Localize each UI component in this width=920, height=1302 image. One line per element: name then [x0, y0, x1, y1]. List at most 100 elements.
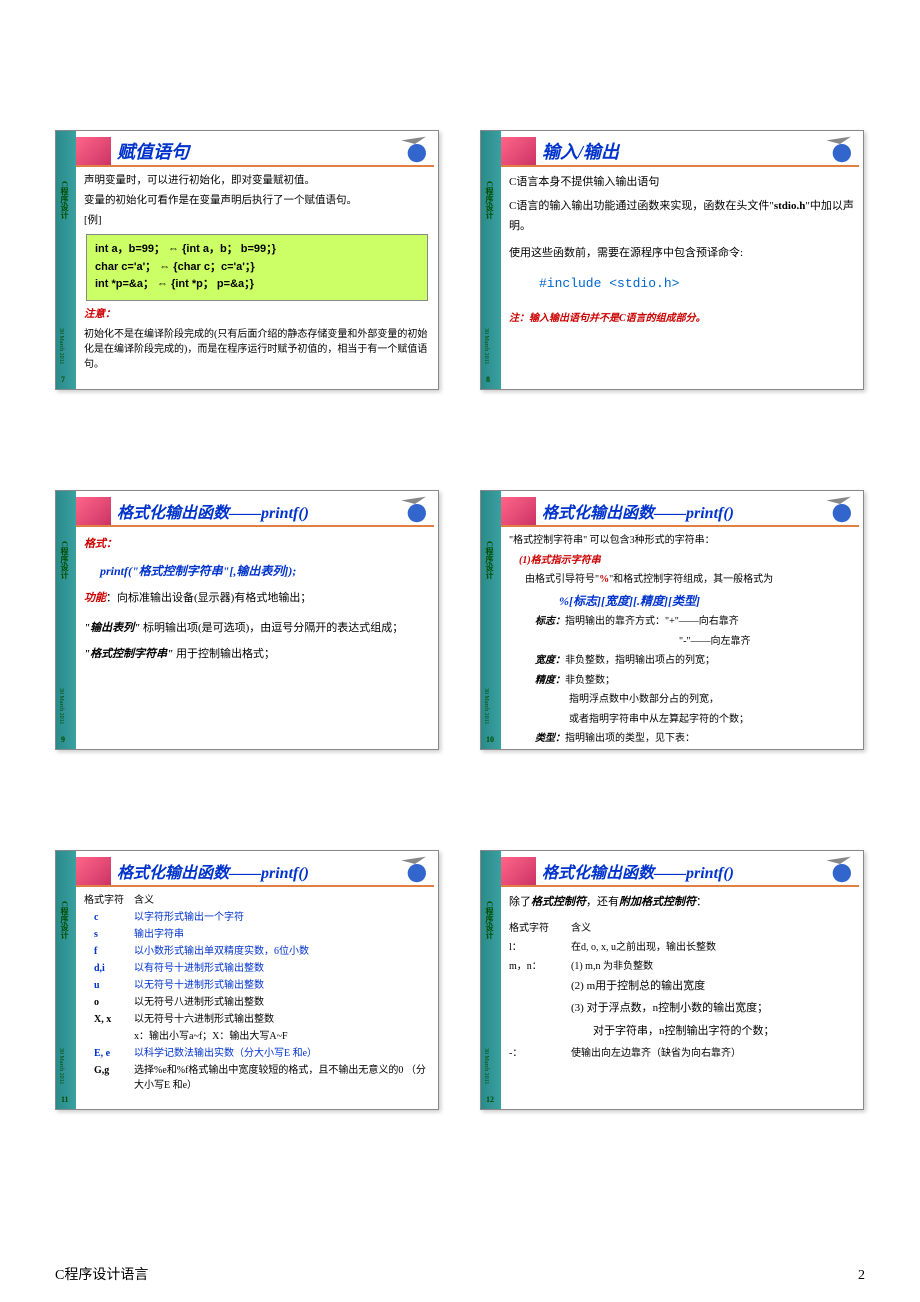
slide-title: 赋值语句 [117, 138, 189, 164]
cell-key: u [84, 978, 134, 993]
sidebar-label: C程序设计 [59, 541, 70, 579]
text-line: "格式控制字符串" 可以包含3种形式的字符串： [509, 533, 855, 549]
note-text: 初始化不是在编译阶段完成的(只有后面介绍的静态存储变量和外部变量的初始化是在编译… [84, 327, 430, 372]
text-line: [例] [84, 213, 430, 229]
sidebar-date: 30 March 2011 [483, 688, 489, 724]
title-underline [76, 165, 434, 167]
title-bar: 格式化输出函数——printf() [76, 855, 309, 887]
sidebar: C程序设计 30 March 2011 11 [56, 851, 76, 1109]
slide-12: C程序设计 30 March 2011 12 格式化输出函数——printf()… [480, 850, 864, 1110]
note-label: 注意： [84, 309, 116, 320]
table-row: X, x以无符号十六进制形式输出整数 [84, 1012, 430, 1027]
cell-key: m，n： [509, 958, 571, 975]
cell-val: 以字符形式输出一个字符 [134, 910, 430, 925]
slide-grid: C程序设计 30 March 2011 7 赋值语句 声明变量时，可以进行初始化… [55, 130, 865, 1110]
sidebar: C程序设计 30 March 2011 9 [56, 491, 76, 749]
title-underline [76, 885, 434, 887]
text-line: 精度：非负整数； [509, 673, 855, 689]
col-header: 含义 [571, 920, 855, 937]
cell-key: X, x [84, 1012, 134, 1027]
table-row: -： 使输出向左边靠齐（缺省为向右靠齐） [509, 1045, 855, 1062]
cell-val: 以无符号十进制形式输出整数 [134, 978, 430, 993]
slide-number: 8 [486, 375, 490, 384]
title-bar: 格式化输出函数——printf() [501, 495, 734, 527]
table-row: s输出字符串 [84, 927, 430, 942]
slide-title: 格式化输出函数——printf() [117, 499, 309, 523]
cell-val: 使输出向左边靠齐（缺省为向右靠齐） [571, 1045, 855, 1062]
table-row: d,i以有符号十进制形式输出整数 [84, 961, 430, 976]
text-line: C语言的输入输出功能通过函数来实现，函数在头文件"stdio.h"中加以声明。 [509, 197, 855, 237]
slide-11: C程序设计 30 March 2011 11 格式化输出函数——printf()… [55, 850, 439, 1110]
text-line: "格式控制字符串" 用于控制输出格式； [84, 643, 430, 665]
table-body: c以字符形式输出一个字符 s输出字符串 f以小数形式输出单双精度实数，6位小数 d,i… [84, 910, 430, 1093]
table-row: m，n： (1) m,n 为非负整数 [509, 958, 855, 975]
slide-content: C语言本身不提供输入输出语句 C语言的输入输出功能通过函数来实现，函数在头文件"… [509, 173, 855, 383]
slide-number: 9 [61, 735, 65, 744]
table-row: x：输出小写a~f；X：输出大写A~F [84, 1029, 430, 1044]
slide-title: 格式化输出函数——printf() [117, 859, 309, 883]
cell-val: 以有符号十进制形式输出整数 [134, 961, 430, 976]
slide-10: C程序设计 30 March 2011 10 格式化输出函数——printf()… [480, 490, 864, 750]
page-footer-left: C程序设计语言 [55, 1264, 148, 1284]
text-line: 声明变量时，可以进行初始化，即对变量赋初值。 [84, 173, 430, 189]
sidebar-label: C程序设计 [59, 181, 70, 219]
text-line: 或者指明字符串中从左算起字符的个数； [509, 712, 855, 728]
text-line: 类型：指明输出项的类型，见下表： [509, 731, 855, 747]
table-row: u以无符号十进制形式输出整数 [84, 978, 430, 993]
sidebar: C程序设计 30 March 2011 12 [481, 851, 501, 1109]
cell-val: 在d, o, x, u之前出现，输出长整数 [571, 939, 855, 956]
title-accent [501, 857, 536, 885]
title-bar: 输入/输出 [501, 135, 619, 167]
globe-icon [396, 493, 434, 525]
cell-val: 输出字符串 [134, 927, 430, 942]
title-underline [501, 885, 859, 887]
format-line: %[标志][宽度][.精度][类型] [509, 592, 855, 611]
cell-val: x：输出小写a~f；X：输出大写A~F [134, 1029, 430, 1044]
note-text: 输入输出语句并不是C语言的组成部分。 [529, 313, 706, 324]
cell-val: 选择%e和%f格式输出中宽度较短的格式，且不输出无意义的0 （分大小写E 和e） [134, 1063, 430, 1093]
title-accent [76, 137, 111, 165]
title-accent [76, 857, 111, 885]
sidebar: C程序设计 30 March 2011 8 [481, 131, 501, 389]
globe-icon [821, 493, 859, 525]
table-header: 格式字符 含义 [84, 893, 430, 908]
slide-content: "格式控制字符串" 可以包含3种形式的字符串： (1)格式指示字符串 由格式引导… [509, 533, 855, 743]
sidebar: C程序设计 30 March 2011 7 [56, 131, 76, 389]
heading: 格式： [84, 533, 430, 555]
title-accent [76, 497, 111, 525]
title-underline [76, 525, 434, 527]
slide-9: C程序设计 30 March 2011 9 格式化输出函数——printf() … [55, 490, 439, 750]
slide-title: 格式化输出函数——printf() [542, 499, 734, 523]
table-row: E, e以科学记数法输出实数（分大小写E 和e） [84, 1046, 430, 1061]
slide-content: 格式字符 含义 c以字符形式输出一个字符 s输出字符串 f以小数形式输出单双精度实数… [84, 893, 430, 1103]
table-row: o以无符号八进制形式输出整数 [84, 995, 430, 1010]
table-row: f以小数形式输出单双精度实数，6位小数 [84, 944, 430, 959]
code-line: int a，b=99； ⇔ {int a，b； b=99；} [95, 241, 419, 259]
code-line: int *p=&a； ⇔ {int *p； p=&a；} [95, 276, 419, 294]
cell-key: -： [509, 1045, 571, 1062]
sidebar-date: 30 March 2011 [58, 1048, 64, 1084]
text-line: (3) 对于浮点数，n控制小数的输出宽度； [509, 999, 855, 1018]
text-line: 对于字符串，n控制输出字符的个数； [509, 1022, 855, 1041]
slide-number: 12 [486, 1095, 494, 1104]
globe-icon [396, 133, 434, 165]
slide-content: 声明变量时，可以进行初始化，即对变量赋初值。 变量的初始化可看作是在变量声明后执… [84, 173, 430, 383]
cell-val: 以小数形式输出单双精度实数，6位小数 [134, 944, 430, 959]
globe-icon [821, 133, 859, 165]
cell-val: 以科学记数法输出实数（分大小写E 和e） [134, 1046, 430, 1061]
cell-key: d,i [84, 961, 134, 976]
text-line: C语言本身不提供输入输出语句 [509, 173, 855, 193]
sidebar-date: 30 March 2011 [483, 1048, 489, 1084]
note-label: 注： [509, 313, 529, 324]
title-underline [501, 165, 859, 167]
code-box: int a，b=99； ⇔ {int a，b； b=99；} char c='a… [86, 234, 428, 301]
cell-key: c [84, 910, 134, 925]
cell-val: (1) m,n 为非负整数 [571, 958, 855, 975]
sidebar-label: C程序设计 [484, 181, 495, 219]
slide-8: C程序设计 30 March 2011 8 输入/输出 C语言本身不提供输入输出… [480, 130, 864, 390]
slide-number: 10 [486, 735, 494, 744]
text-line: 使用这些函数前，需要在源程序中包含预译命令: [509, 244, 855, 264]
slide-number: 7 [61, 375, 65, 384]
cell-val: 以无符号十六进制形式输出整数 [134, 1012, 430, 1027]
sidebar: C程序设计 30 March 2011 10 [481, 491, 501, 749]
